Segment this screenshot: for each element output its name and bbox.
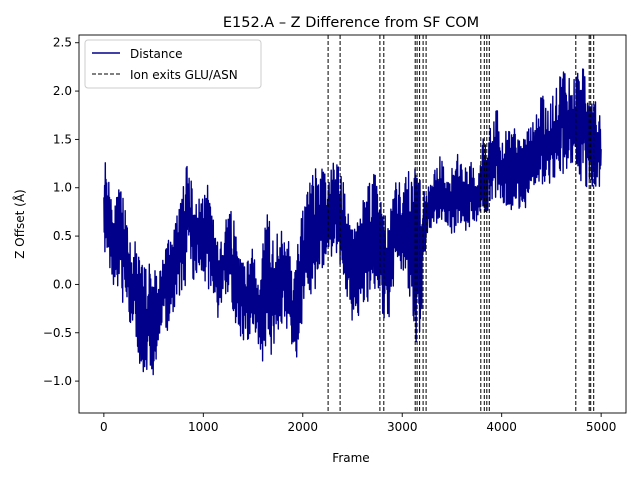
x-tick-label-4: 4000 [486,420,517,434]
x-tick-label-2: 2000 [287,420,318,434]
y-tick-label-4: 1.0 [53,181,72,195]
chart-title: E152.A – Z Difference from SF COM [223,15,479,31]
axes-frame [78,34,627,414]
series-line-distance [103,68,602,376]
y-tick-label-5: 1.5 [53,132,72,146]
x-tick-label-1: 1000 [188,420,219,434]
legend-label-ion-exits: Ion exits GLU/ASN [130,68,238,82]
x-tick-label-0: 0 [100,420,108,434]
y-tick-label-6: 2.0 [53,84,72,98]
x-axis-label: Frame [332,451,369,465]
y-tick-label-2: 0.0 [53,277,72,291]
y-tick-label-3: 0.5 [53,229,72,243]
axes: 0 1000 2000 3000 4000 5000 −1.0 −0.5 0.0 0.5 1.0 1.… [43,34,627,434]
legend-box [84,39,262,89]
y-axis-label: Z Offset (Å) [12,189,27,258]
legend-label-distance: Distance [130,47,182,61]
x-tick-label-5: 5000 [586,420,617,434]
legend: Distance Ion exits GLU/ASN [84,39,262,89]
y-tick-label-1: −0.5 [43,326,72,340]
ion-exit-markers [327,35,595,413]
y-tick-label-7: 2.5 [53,36,72,50]
plot-area [103,68,602,376]
x-tick-label-3: 3000 [387,420,418,434]
y-tick-label-0: −1.0 [43,374,72,388]
